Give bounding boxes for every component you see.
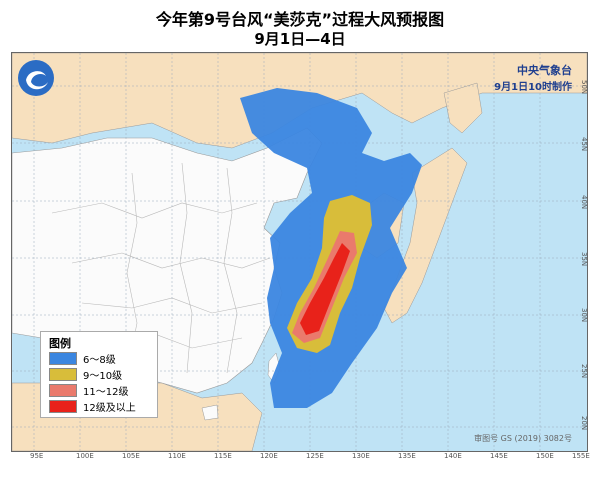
legend-item-12-plus: 12级及以上 xyxy=(49,399,136,414)
lon-label: 155E xyxy=(572,452,590,460)
lon-label: 120E xyxy=(260,452,278,460)
japan-land xyxy=(383,147,468,324)
legend-item-6-8: 6～8级 xyxy=(49,351,116,366)
legend-swatch-9-10 xyxy=(49,368,77,381)
lon-label: 105E xyxy=(122,452,140,460)
map-subtitle-date-range: 9月1日—4日 xyxy=(254,30,346,48)
legend-item-11-12: 11～12级 xyxy=(49,383,128,398)
lon-label: 145E xyxy=(490,452,508,460)
legend-title: 图例 xyxy=(49,337,71,350)
lat-label: 45N xyxy=(580,137,588,152)
lat-label: 50N xyxy=(580,80,588,95)
map-title: 今年第9号台风“美莎克”过程大风预报图 xyxy=(155,10,445,29)
legend-swatch-11-12 xyxy=(49,384,77,397)
lat-label: 40N xyxy=(580,195,588,210)
map-review-number: 审图号 GS (2019) 3082号 xyxy=(474,434,572,443)
lon-label: 95E xyxy=(30,452,44,460)
lon-label: 130E xyxy=(352,452,370,460)
lon-label: 135E xyxy=(398,452,416,460)
issue-time: 9月1日10时制作 xyxy=(494,82,572,93)
legend-label-9-10: 9～10级 xyxy=(83,371,123,382)
legend-item-9-10: 9～10级 xyxy=(49,367,122,382)
legend-label-6-8: 6～8级 xyxy=(83,355,116,366)
lat-label: 35N xyxy=(580,252,588,267)
wind-zone-12-plus xyxy=(300,243,350,335)
legend: 图例 6～8级 9～10级 11～12级 12级及以上 xyxy=(40,331,158,418)
issuer-name: 中央气象台 xyxy=(517,64,572,77)
legend-label-12-plus: 12级及以上 xyxy=(83,403,136,414)
lon-label: 125E xyxy=(306,452,324,460)
hokkaido-land xyxy=(443,82,483,134)
lat-label: 25N xyxy=(580,364,588,379)
lat-label: 20N xyxy=(580,416,588,431)
legend-label-11-12: 11～12级 xyxy=(83,387,129,398)
lon-label: 150E xyxy=(536,452,554,460)
lon-label: 140E xyxy=(444,452,462,460)
legend-swatch-6-8 xyxy=(49,352,77,365)
legend-swatch-12-plus xyxy=(49,400,77,413)
lon-label: 100E xyxy=(76,452,94,460)
lat-label: 30N xyxy=(580,308,588,323)
lon-label: 115E xyxy=(214,452,232,460)
cma-logo xyxy=(18,60,54,96)
lon-label: 110E xyxy=(168,452,186,460)
